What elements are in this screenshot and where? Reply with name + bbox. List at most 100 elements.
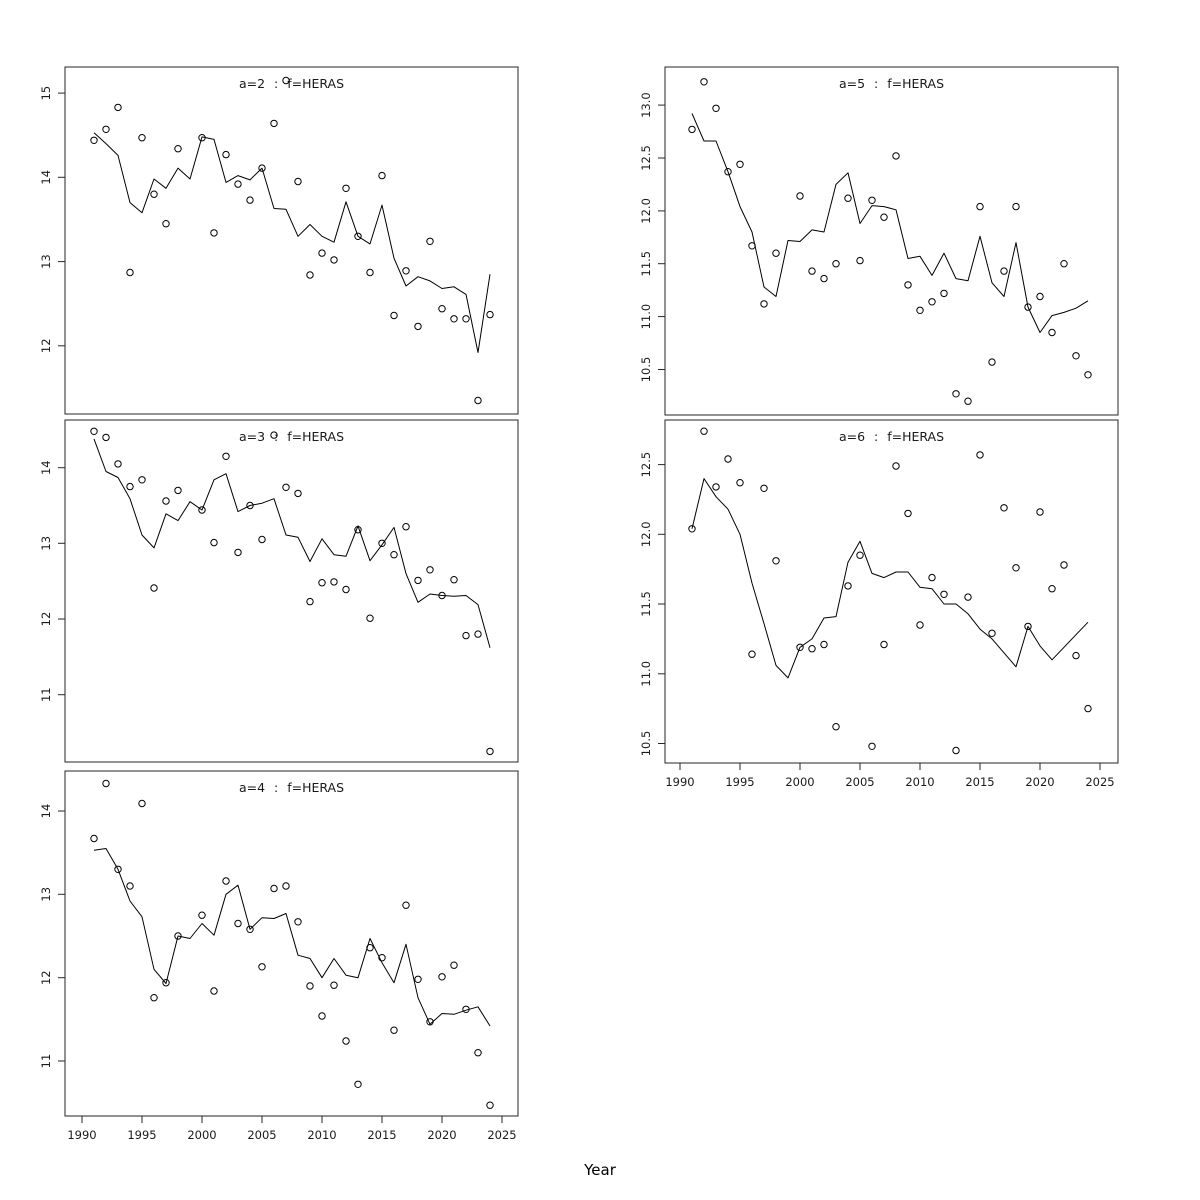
data-point <box>342 184 350 193</box>
data-point <box>1000 267 1008 275</box>
x-tick-label: 1995 <box>127 1128 156 1142</box>
data-point <box>366 268 374 277</box>
data-point <box>892 462 900 470</box>
data-point <box>928 298 936 306</box>
data-point <box>1084 704 1092 713</box>
data-point <box>330 256 338 264</box>
data-point <box>880 640 888 649</box>
data-point <box>306 271 314 279</box>
data-point <box>688 125 696 134</box>
data-point <box>234 919 242 928</box>
data-point <box>174 932 182 940</box>
data-point <box>330 578 338 586</box>
data-point <box>462 1005 470 1014</box>
data-point <box>210 229 218 237</box>
y-tick-label: 12.0 <box>639 198 653 224</box>
data-point <box>748 650 756 658</box>
data-point <box>366 944 374 952</box>
data-point <box>354 232 362 241</box>
data-point <box>126 482 134 491</box>
panel-border <box>64 419 519 763</box>
fitted-line <box>93 848 491 1027</box>
data-point <box>916 306 924 315</box>
data-point <box>736 160 744 169</box>
fitted-line <box>691 478 1089 679</box>
data-point <box>474 396 482 405</box>
data-point <box>868 196 876 205</box>
plot-a5: a=5 : f=HERAS 10.5 11.0 11.5 12.0 12.5 13.0 <box>639 66 1119 416</box>
data-point <box>330 981 338 989</box>
data-point <box>796 643 804 652</box>
data-point <box>270 431 278 439</box>
data-point <box>390 311 398 320</box>
data-point <box>426 566 434 574</box>
data-point <box>402 901 410 909</box>
data-point <box>354 1080 362 1088</box>
x-tick-label: 2015 <box>367 1128 396 1142</box>
data-point <box>342 1037 350 1045</box>
data-point <box>306 982 314 990</box>
plot-a2: a=2 : f=HERAS 12 13 14 15 <box>39 66 519 415</box>
data-point <box>438 973 446 981</box>
data-point <box>712 104 720 112</box>
data-point <box>940 289 948 298</box>
observation-points <box>90 779 494 1109</box>
panel-title: a=2 : f=HERAS <box>239 76 344 91</box>
data-point <box>928 573 936 582</box>
fitted-line <box>93 438 491 648</box>
data-point <box>1072 352 1080 360</box>
x-tick-label: 2020 <box>1025 775 1054 789</box>
panel-title: a=4 : f=HERAS <box>239 780 344 795</box>
data-point <box>1036 508 1044 516</box>
data-point <box>90 427 98 436</box>
observation-points <box>90 76 494 405</box>
x-tick-label: 2000 <box>785 775 814 789</box>
data-point <box>318 249 326 257</box>
data-point <box>162 979 170 987</box>
data-point <box>414 322 422 331</box>
data-point <box>820 274 828 283</box>
data-point <box>174 145 182 153</box>
data-point <box>1012 202 1020 211</box>
data-point <box>808 645 816 653</box>
data-point <box>988 629 996 638</box>
y-tick-label: 11.0 <box>639 304 653 330</box>
data-point <box>138 134 146 142</box>
data-point <box>904 509 912 518</box>
data-point <box>246 925 254 934</box>
y-tick-label: 14 <box>39 460 53 475</box>
x-tick-label: 2005 <box>247 1128 276 1142</box>
data-point <box>114 103 122 112</box>
data-point <box>246 196 254 204</box>
data-point <box>1012 564 1020 572</box>
data-point <box>438 305 446 313</box>
data-point <box>222 452 230 460</box>
data-point <box>234 548 242 557</box>
data-point <box>796 192 804 200</box>
plot-a3: a=3 : f=HERAS 11 12 13 14 <box>39 419 519 763</box>
data-point <box>270 119 278 128</box>
y-tick-label: 12 <box>39 970 53 985</box>
data-point <box>114 460 122 468</box>
data-point <box>210 538 218 547</box>
y-tick-label: 13 <box>39 887 53 902</box>
data-point <box>964 593 972 601</box>
data-point <box>414 975 422 984</box>
y-tick-label: 12 <box>39 612 53 627</box>
data-point <box>294 177 302 186</box>
data-point <box>712 483 720 491</box>
data-point <box>162 497 170 505</box>
y-tick-label: 12.0 <box>639 521 653 547</box>
data-point <box>688 525 696 533</box>
data-point <box>474 630 482 638</box>
x-tick-label: 2025 <box>1085 775 1114 789</box>
data-point <box>760 300 768 308</box>
y-tick-label: 14 <box>39 170 53 185</box>
data-point <box>294 918 302 926</box>
axes: 11 12 13 14 1990 1995 2000 2005 2010 2015 2020 2025 <box>39 770 519 1142</box>
data-point <box>246 501 254 510</box>
data-point <box>474 1049 482 1057</box>
data-point <box>700 78 708 86</box>
data-point <box>868 742 876 750</box>
